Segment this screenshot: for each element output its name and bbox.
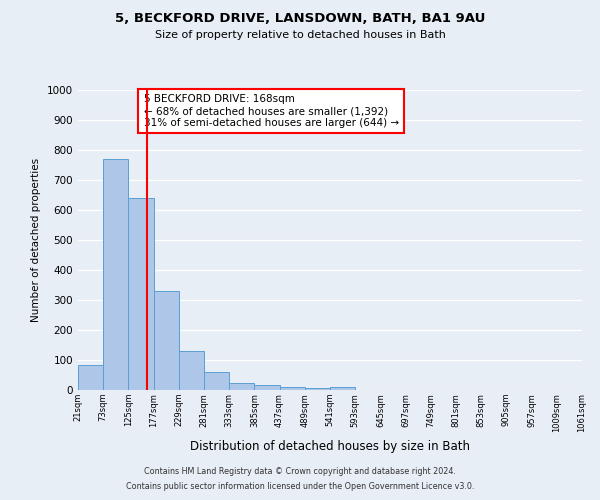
X-axis label: Distribution of detached houses by size in Bath: Distribution of detached houses by size … <box>190 440 470 453</box>
Y-axis label: Number of detached properties: Number of detached properties <box>31 158 41 322</box>
Bar <box>330 387 355 390</box>
Text: Size of property relative to detached houses in Bath: Size of property relative to detached ho… <box>155 30 445 40</box>
Bar <box>179 351 204 390</box>
Text: Contains public sector information licensed under the Open Government Licence v3: Contains public sector information licen… <box>126 482 474 491</box>
Text: 5 BECKFORD DRIVE: 168sqm
← 68% of detached houses are smaller (1,392)
31% of sem: 5 BECKFORD DRIVE: 168sqm ← 68% of detach… <box>143 94 398 128</box>
Bar <box>204 372 229 390</box>
Bar <box>103 159 128 390</box>
Bar <box>154 291 179 390</box>
Text: Contains HM Land Registry data © Crown copyright and database right 2024.: Contains HM Land Registry data © Crown c… <box>144 467 456 476</box>
Text: 5, BECKFORD DRIVE, LANSDOWN, BATH, BA1 9AU: 5, BECKFORD DRIVE, LANSDOWN, BATH, BA1 9… <box>115 12 485 26</box>
Bar <box>280 387 305 390</box>
Bar <box>128 198 154 390</box>
Bar <box>78 364 103 390</box>
Bar <box>254 384 280 390</box>
Bar <box>229 382 254 390</box>
Bar <box>305 388 330 390</box>
